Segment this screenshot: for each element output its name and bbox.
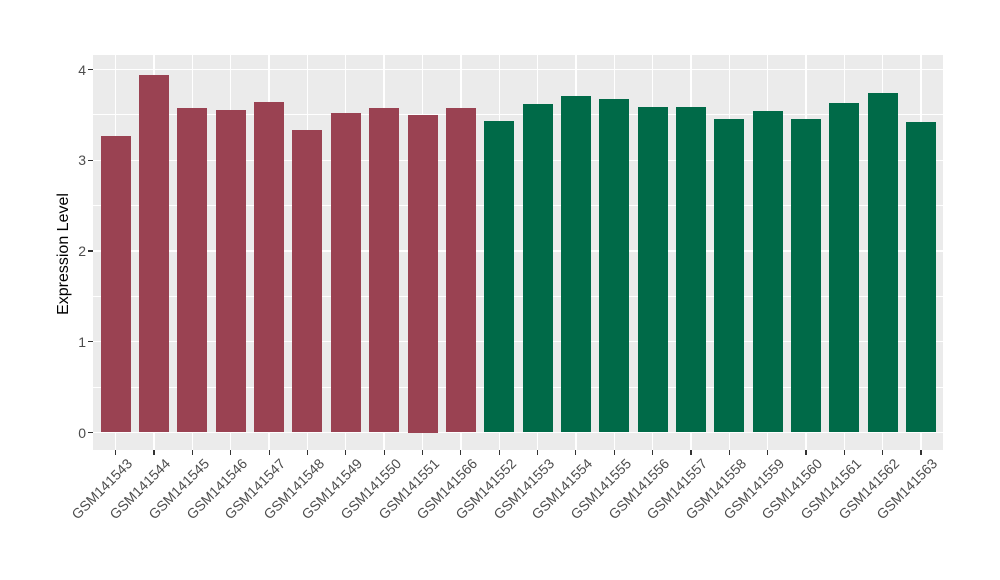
x-tick-mark [345,450,347,455]
major-gridline [93,250,943,252]
bar-GSM141553 [522,103,553,433]
minor-gridline [93,205,943,207]
bar-GSM141546 [215,110,246,433]
minor-gridline [93,295,943,297]
major-gridline [93,68,943,71]
bar-GSM141556 [637,106,668,433]
x-tick-mark [767,450,769,455]
y-tick-label: 2 [78,243,86,259]
y-tick-label: 0 [78,424,86,441]
plot-panel [93,55,943,450]
major-gridline [93,159,943,161]
x-tick-mark [690,450,692,455]
x-tick-mark [536,450,539,455]
bar-GSM141563 [906,122,937,433]
y-tick-label: 3 [78,152,86,169]
x-tick-mark [728,450,730,455]
x-tick-mark [230,450,232,455]
major-gridline [93,341,943,343]
bar-GSM141566 [445,107,476,433]
y-tick-label: 4 [78,61,86,78]
bar-GSM141544 [139,74,170,433]
bar-GSM141560 [791,119,821,433]
bar-GSM141550 [369,107,400,433]
x-tick-mark [843,450,845,455]
bar-GSM141547 [254,102,285,433]
bar-GSM141549 [330,113,361,433]
y-tick-mark [88,159,93,161]
y-tick-label: 1 [78,333,86,350]
bar-GSM141561 [829,103,860,433]
bar-GSM141551 [407,114,438,433]
x-tick-mark [115,450,117,455]
bar-GSM141557 [675,106,706,433]
y-tick-mark [88,431,93,434]
x-tick-mark [460,450,462,455]
x-tick-mark [383,450,385,455]
minor-gridline [93,386,943,388]
minor-gridline [93,114,943,116]
x-tick-mark [421,450,424,455]
y-tick-mark [88,341,93,343]
bar-GSM141558 [714,119,745,433]
bar-GSM141545 [177,107,208,433]
major-gridline [93,431,943,434]
x-tick-mark [191,450,193,455]
bar-GSM141543 [100,135,131,433]
x-tick-mark [153,450,155,455]
x-tick-mark [306,450,309,455]
x-tick-mark [920,450,922,455]
bar-GSM141562 [867,93,898,433]
x-tick-mark [498,450,500,455]
bar-GSM141548 [292,130,323,433]
x-tick-mark [268,450,270,455]
bar-GSM141559 [752,111,783,433]
y-tick-mark [88,250,93,252]
x-tick-mark [805,450,807,455]
x-tick-mark [652,450,654,455]
x-tick-mark [613,450,615,455]
y-tick-mark [88,68,93,71]
bar-GSM141555 [599,98,630,433]
bar-GSM141554 [560,95,591,433]
x-tick-mark [882,450,884,455]
x-tick-mark [575,450,577,455]
bar-GSM141552 [484,121,515,433]
